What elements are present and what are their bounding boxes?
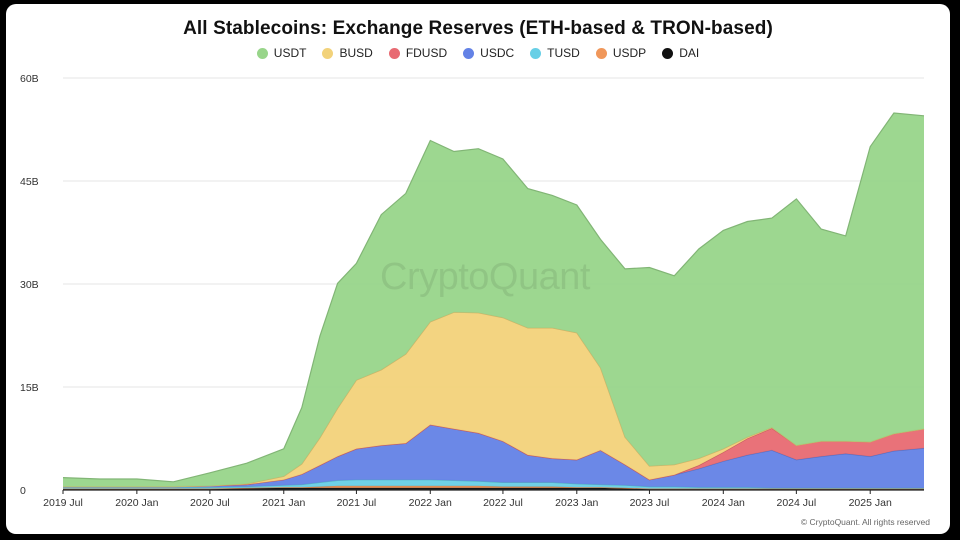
legend-label-usdp: USDP xyxy=(612,46,647,60)
legend-label-fdusd: FDUSD xyxy=(405,46,448,60)
area-tusd xyxy=(63,479,924,489)
y-tick-label: 60B xyxy=(20,73,39,85)
y-tick-label: 15B xyxy=(20,382,39,394)
chart-title: All Stablecoins: Exchange Reserves (ETH-… xyxy=(183,18,773,39)
legend-swatch-usdp xyxy=(595,47,607,59)
legend-item-usdt[interactable]: USDT xyxy=(256,46,307,60)
x-tick-label: 2021 Jan xyxy=(262,497,305,509)
x-tick-label: 2023 Jan xyxy=(555,497,598,509)
x-tick-label: 2024 Jan xyxy=(702,497,745,509)
area-usdt xyxy=(63,113,924,487)
legend-swatch-usdc xyxy=(463,47,475,59)
x-tick-label: 2022 Jan xyxy=(409,497,452,509)
line-usdt xyxy=(62,112,925,483)
legend-item-usdp[interactable]: USDP xyxy=(595,46,647,60)
area-usdp xyxy=(63,485,924,489)
legend-label-dai: DAI xyxy=(679,46,700,60)
x-tick-label: 2019 Jul xyxy=(43,497,83,509)
y-tick-label: 30B xyxy=(20,279,39,291)
area-usdc xyxy=(63,424,924,488)
y-tick-label: 0 xyxy=(20,485,26,497)
area-busd xyxy=(63,312,924,487)
legend-label-tusd: TUSD xyxy=(547,46,580,60)
chart-legend: USDT BUSD FDUSD USDC TUSD USDP DAI xyxy=(6,46,950,60)
watermark: CryptoQuant xyxy=(380,256,590,298)
y-tick-label: 45B xyxy=(20,176,39,188)
legend-swatch-tusd xyxy=(530,47,542,59)
legend-item-usdc[interactable]: USDC xyxy=(463,46,514,60)
x-tick-label: 2025 Jan xyxy=(849,497,892,509)
legend-label-busd: BUSD xyxy=(339,46,373,60)
x-tick-label: 2020 Jan xyxy=(115,497,158,509)
x-tick-label: 2021 Jul xyxy=(337,497,377,509)
legend-swatch-dai xyxy=(662,47,674,59)
chart-plot: 60B 45B 30B 15B 0 2019 Jul 2020 Jan 2020 Jul 202… xyxy=(20,73,925,509)
x-tick-label: 2020 Jul xyxy=(190,497,230,509)
legend-swatch-usdt xyxy=(256,47,268,59)
copyright-text: © CryptoQuant. All rights reserved xyxy=(800,517,930,527)
x-tick-label: 2024 Jul xyxy=(777,497,817,509)
legend-swatch-fdusd xyxy=(388,47,400,59)
legend-item-fdusd[interactable]: FDUSD xyxy=(388,46,448,60)
legend-item-tusd[interactable]: TUSD xyxy=(530,46,580,60)
x-tick-label: 2022 Jul xyxy=(483,497,523,509)
legend-item-busd[interactable]: BUSD xyxy=(322,46,373,60)
x-tick-label: 2023 Jul xyxy=(630,497,670,509)
legend-item-dai[interactable]: DAI xyxy=(662,46,699,60)
legend-label-usdc: USDC xyxy=(480,46,515,60)
legend-label-usdt: USDT xyxy=(273,46,307,60)
legend-swatch-busd xyxy=(322,47,334,59)
chart-card: All Stablecoins: Exchange Reserves (ETH-… xyxy=(6,4,950,534)
